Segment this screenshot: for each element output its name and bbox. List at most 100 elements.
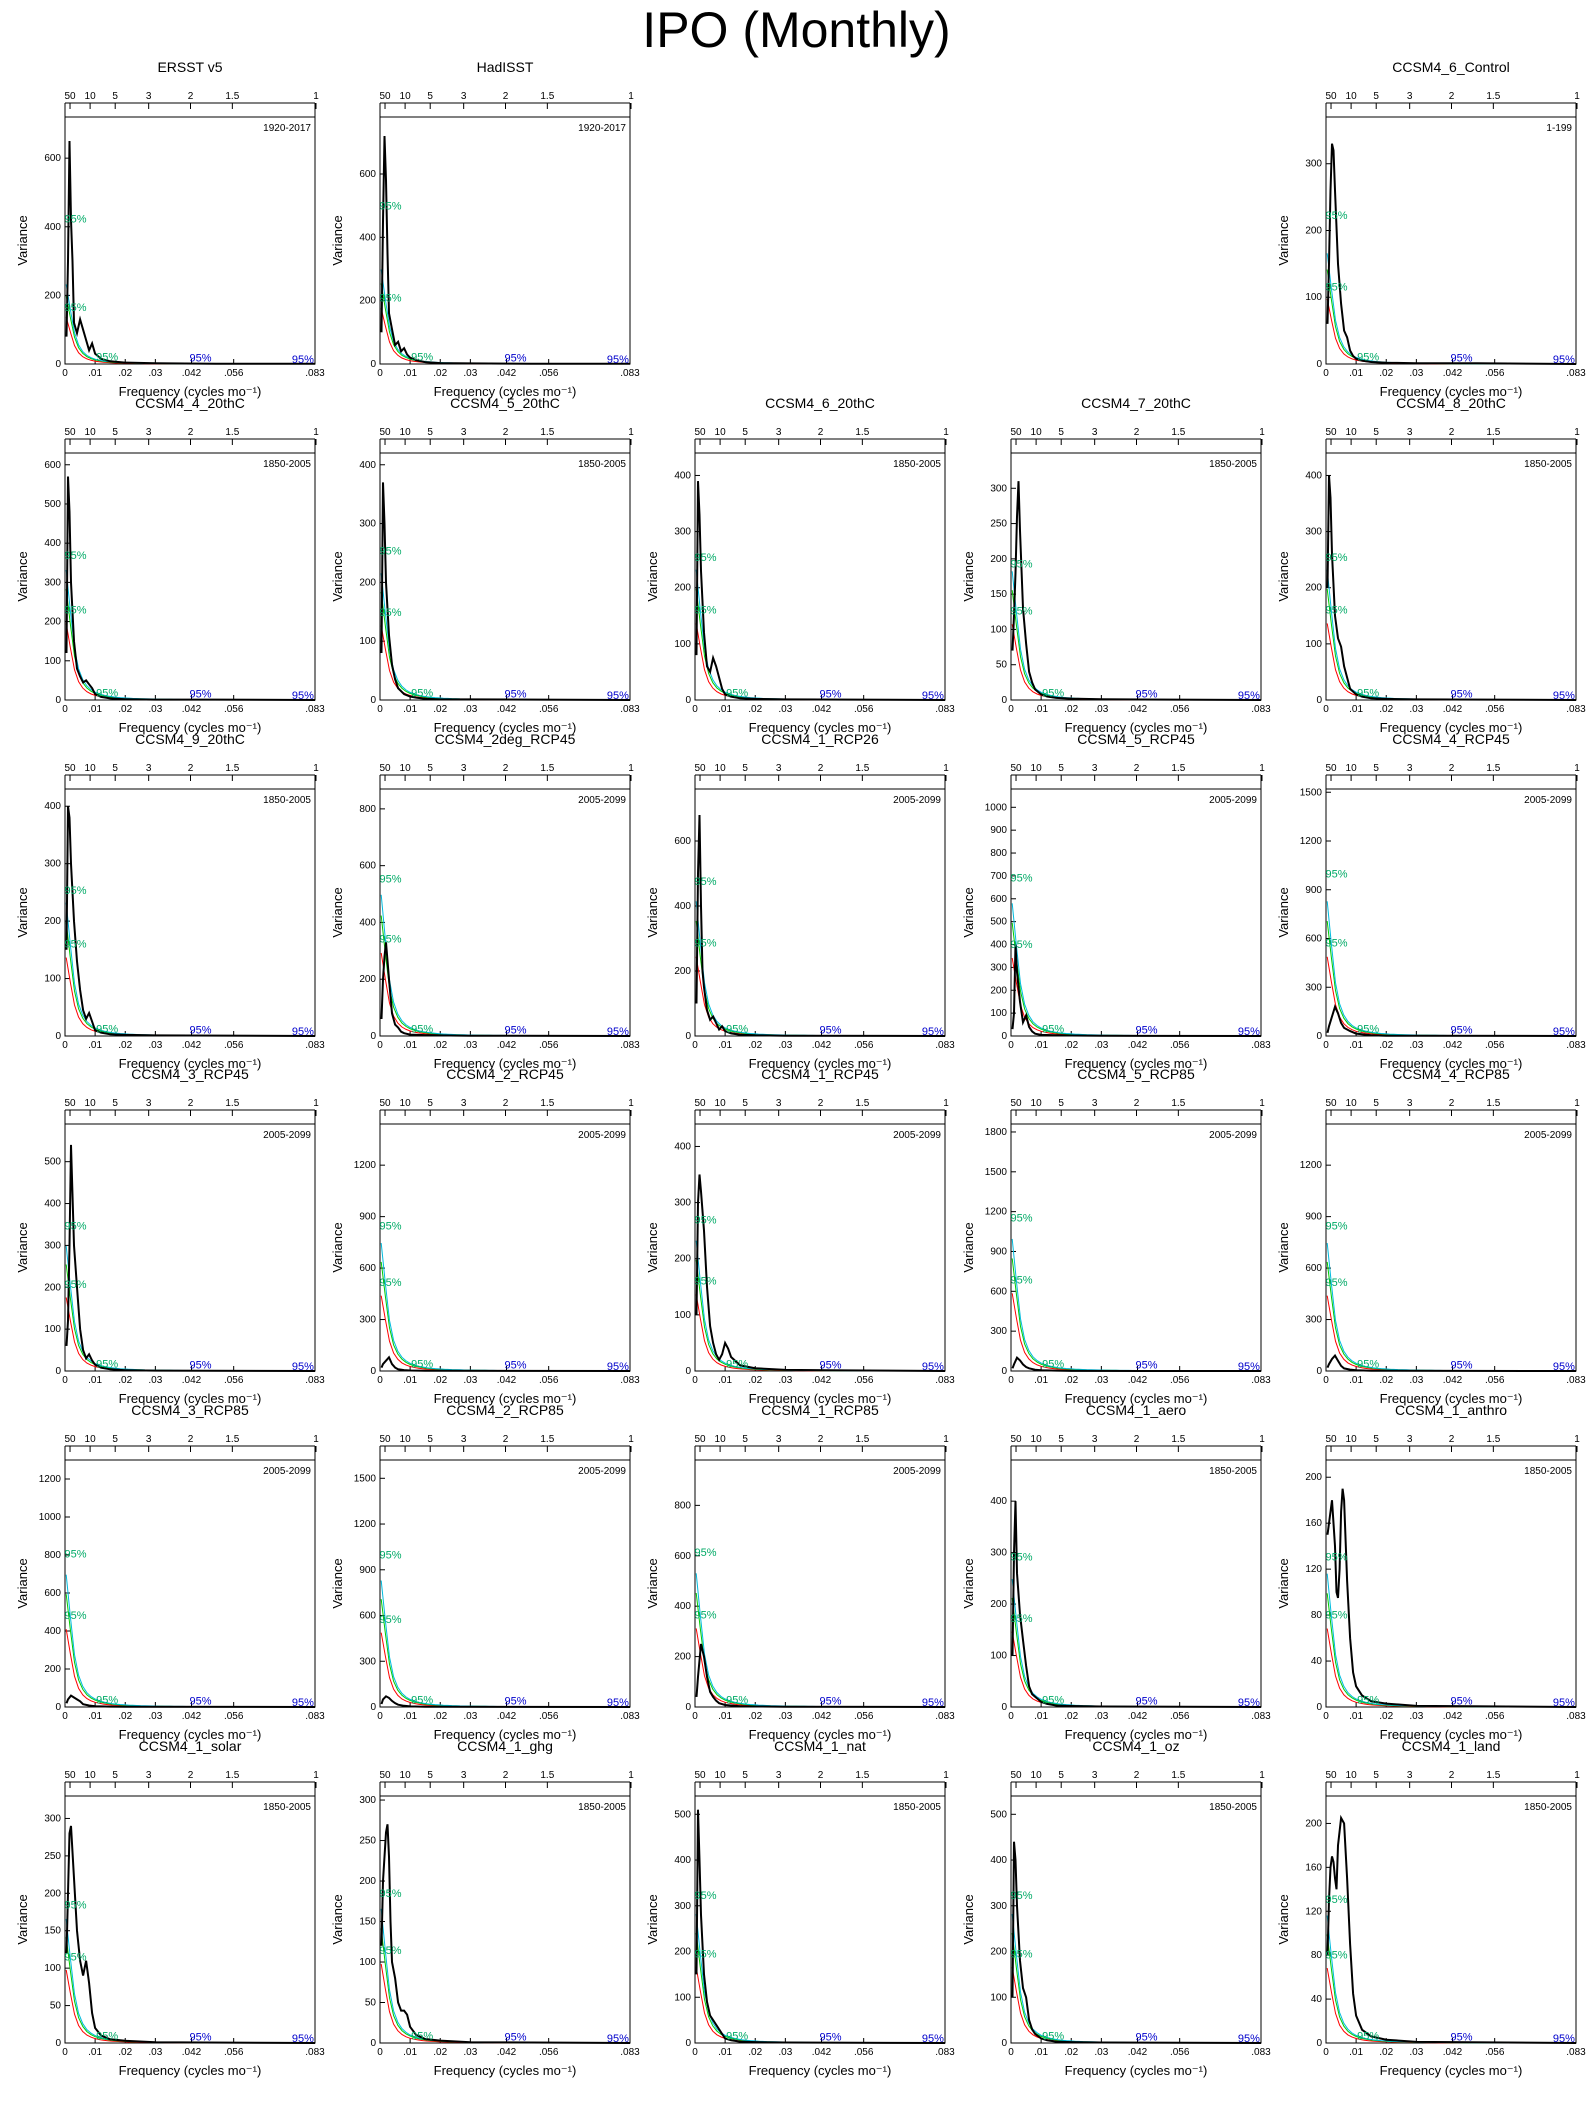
top-tick-label: 3 — [776, 1434, 782, 1445]
confidence-label: 95% — [1238, 1026, 1260, 1038]
y-tick-label: 400 — [674, 1855, 691, 1866]
y-tick-label: 600 — [1305, 1263, 1322, 1274]
top-tick-label: 10 — [85, 763, 97, 774]
x-tick-label: .02 — [433, 1711, 447, 1722]
spectrum-line — [380, 942, 631, 1037]
y-tick-label: 1200 — [39, 1474, 62, 1485]
x-tick-label: .042 — [812, 704, 832, 715]
panel-title: CCSM4_1_land — [1402, 1738, 1501, 1754]
y-tick-label: 0 — [1316, 1366, 1322, 1377]
panel-period: 2005-2099 — [1524, 1130, 1572, 1141]
y-tick-label: 500 — [44, 499, 61, 510]
confidence-label: 95% — [292, 1361, 314, 1373]
plot-frame — [1010, 788, 1262, 1037]
x-tick-label: .02 — [433, 1375, 447, 1386]
top-tick-label: 2 — [818, 427, 824, 438]
x-axis-label: Frequency (cycles mo⁻¹) — [119, 1727, 262, 1742]
x-tick-label: .042 — [182, 1711, 202, 1722]
x-axis-label: Frequency (cycles mo⁻¹) — [749, 1391, 892, 1406]
panel-period: 1850-2005 — [1524, 459, 1572, 470]
top-tick-label: 1.5 — [225, 1098, 239, 1109]
panel-period: 2005-2099 — [1209, 795, 1257, 806]
y-axis-label: Variance — [645, 887, 660, 937]
confidence-curve-green — [380, 591, 630, 701]
confidence-label: 95% — [726, 2030, 748, 2042]
plot-frame — [379, 1123, 631, 1372]
confidence-label: 95% — [1011, 1613, 1033, 1625]
x-axis-label: Frequency (cycles mo⁻¹) — [434, 384, 577, 399]
x-axis-label: Frequency (cycles mo⁻¹) — [749, 1727, 892, 1742]
plot-frame — [379, 452, 631, 701]
top-tick-label: 5 — [112, 1098, 118, 1109]
y-tick-label: 200 — [674, 1947, 691, 1958]
confidence-label: 95% — [380, 1220, 402, 1232]
spectrum-line — [1326, 1488, 1577, 1708]
x-tick-label: .083 — [1251, 704, 1271, 715]
top-tick-label: 1 — [943, 1434, 949, 1445]
panel-period: 2005-2099 — [263, 1466, 311, 1477]
x-tick-label: .02 — [748, 1040, 762, 1051]
x-tick-label: .02 — [433, 2047, 447, 2058]
x-tick-label: .01 — [403, 704, 417, 715]
plot-frame — [1010, 1123, 1262, 1372]
top-tick-label: 50 — [1325, 1098, 1337, 1109]
x-tick-label: .083 — [305, 368, 325, 379]
spectrum-line — [1011, 944, 1262, 1037]
top-tick-label: 3 — [1407, 763, 1413, 774]
plot-frame — [64, 1123, 316, 1372]
top-tick-label: 10 — [1031, 1098, 1043, 1109]
top-tick-label: 1.5 — [225, 427, 239, 438]
x-tick-label: 0 — [1323, 704, 1329, 715]
confidence-label: 95% — [190, 2032, 212, 2044]
x-axis-label: Frequency (cycles mo⁻¹) — [434, 720, 577, 735]
y-tick-label: 600 — [359, 861, 376, 872]
y-tick-label: 1200 — [1300, 1160, 1323, 1171]
x-tick-label: .042 — [497, 368, 517, 379]
x-tick-label: .01 — [403, 368, 417, 379]
confidence-label: 95% — [1136, 1025, 1158, 1037]
panel-title: CCSM4_9_20thC — [135, 731, 245, 747]
confidence-label: 95% — [1042, 1023, 1064, 1035]
x-tick-label: .056 — [1485, 1711, 1505, 1722]
y-tick-label: 100 — [1305, 639, 1322, 650]
top-tick-label: 50 — [1325, 1434, 1337, 1445]
top-tick-label: 5 — [1058, 1770, 1064, 1781]
y-axis-label: Variance — [330, 1558, 345, 1608]
x-axis-label: Frequency (cycles mo⁻¹) — [1065, 1056, 1208, 1071]
confidence-label: 95% — [1451, 689, 1473, 701]
y-axis-label: Variance — [15, 1558, 30, 1608]
top-tick-label: 1.5 — [1486, 427, 1500, 438]
confidence-label: 95% — [695, 1276, 717, 1288]
y-tick-label: 200 — [990, 1947, 1007, 1958]
confidence-label: 95% — [695, 1215, 717, 1227]
y-tick-label: 100 — [990, 624, 1007, 635]
top-tick-label: 1.5 — [540, 1098, 554, 1109]
confidence-curve-green — [1011, 590, 1261, 701]
panel-title: CCSM4_1_oz — [1092, 1738, 1179, 1754]
panel-period: 1850-2005 — [578, 1802, 626, 1813]
top-tick-label: 3 — [776, 763, 782, 774]
y-tick-label: 600 — [44, 460, 61, 471]
top-tick-label: 2 — [1449, 763, 1455, 774]
top-tick-label: 50 — [379, 1098, 391, 1109]
confidence-label: 95% — [1451, 353, 1473, 365]
x-tick-label: .083 — [935, 1711, 955, 1722]
top-tick-label: 3 — [461, 1434, 467, 1445]
x-tick-label: .01 — [1034, 1711, 1048, 1722]
top-tick-label: 50 — [64, 1770, 76, 1781]
top-tick-label: 10 — [715, 763, 727, 774]
confidence-label: 95% — [292, 1697, 314, 1709]
x-tick-label: 0 — [1323, 1040, 1329, 1051]
y-tick-label: 0 — [1316, 1031, 1322, 1042]
y-tick-label: 900 — [1305, 885, 1322, 896]
y-tick-label: 300 — [990, 1901, 1007, 1912]
panel-period: 2005-2099 — [893, 1466, 941, 1477]
spectrum-line — [65, 806, 316, 1037]
y-tick-label: 1500 — [985, 1167, 1008, 1178]
x-tick-label: .083 — [1566, 1375, 1586, 1386]
x-tick-label: .042 — [812, 1711, 832, 1722]
panel-period: 1-199 — [1546, 123, 1572, 134]
